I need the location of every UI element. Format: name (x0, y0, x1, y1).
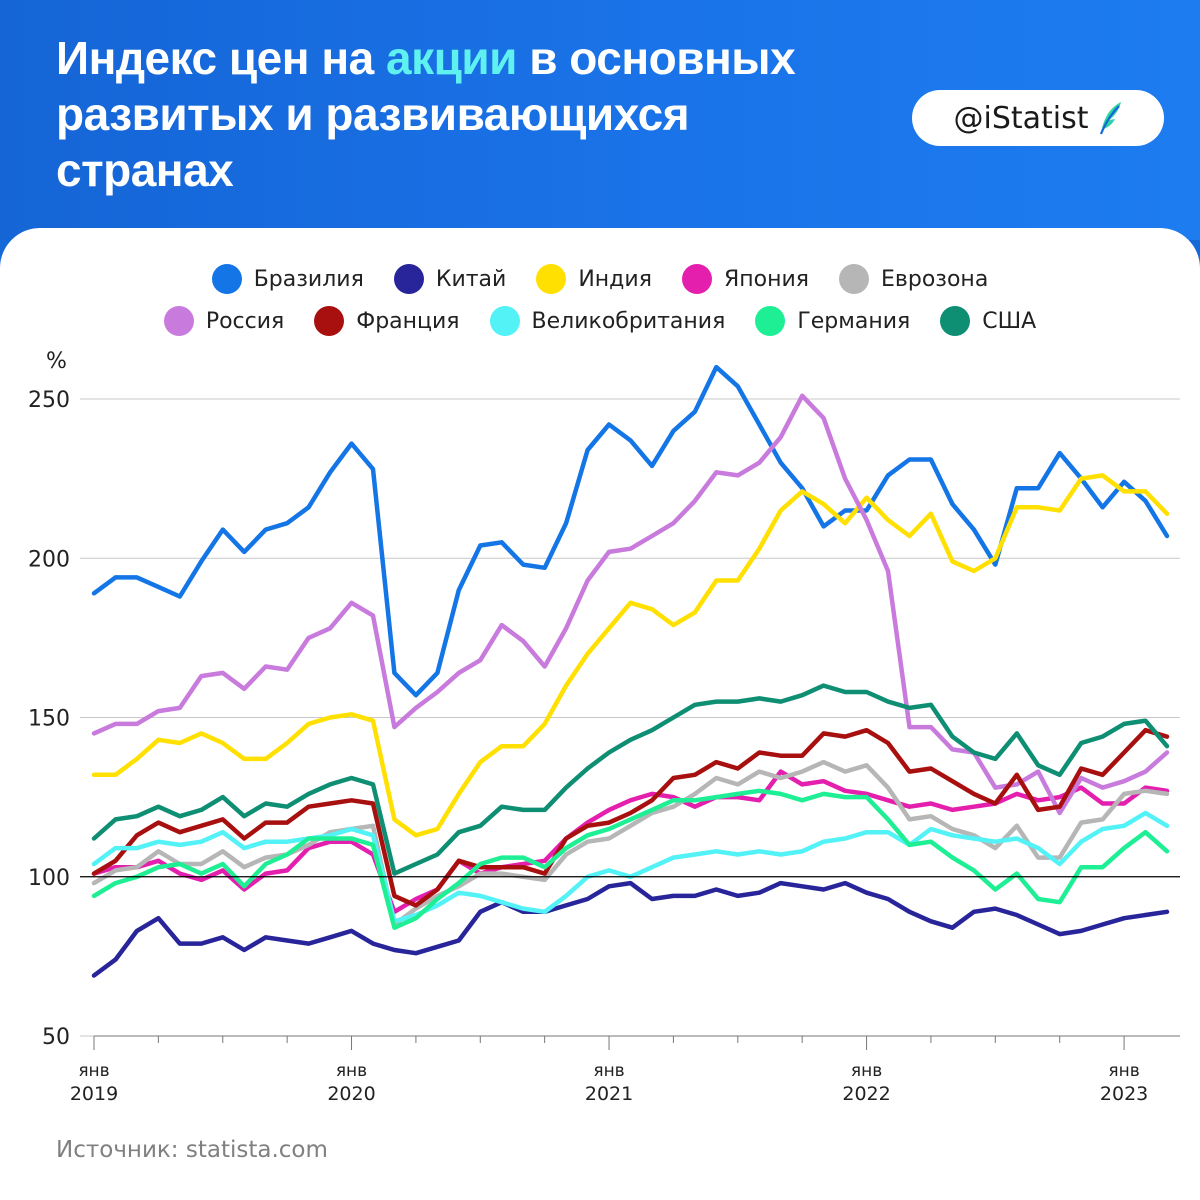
chart-card: Бразилия Китай Индия Япония Еврозона Россия Ф… (0, 228, 1200, 1200)
x-tick-year: 2023 (1100, 1083, 1148, 1105)
series-line (91, 880, 1170, 978)
y-tick-label: 250 (28, 388, 70, 413)
series-line (91, 364, 1170, 698)
brand-handle: @iStatist (953, 100, 1089, 136)
legend-item: Великобритания (489, 306, 726, 336)
series-line (91, 393, 1170, 816)
legend-dot (755, 306, 786, 336)
y-tick-label: 200 (28, 547, 70, 572)
x-tick-year: 2020 (327, 1083, 375, 1105)
legend-item: США (940, 306, 1036, 336)
legend-item: Бразилия (211, 264, 364, 294)
legend-dot (211, 264, 242, 294)
legend-row: Бразилия Китай Индия Япония Еврозона (0, 264, 1200, 294)
legend-label: Бразилия (253, 266, 364, 292)
legend-dot (940, 306, 971, 336)
legend-dot (838, 264, 869, 294)
legend-dot (536, 264, 567, 294)
x-tick-year: 2022 (842, 1083, 890, 1105)
legend-label: Великобритания (531, 308, 726, 334)
legend-item: Китай (393, 264, 507, 294)
x-tick-month: янв (1108, 1061, 1139, 1081)
series-line (91, 769, 1170, 915)
series-line (91, 727, 1170, 908)
legend-dot (681, 264, 712, 294)
legend-label: Китай (435, 266, 507, 292)
title-line-3: странах (56, 144, 234, 196)
legend-dot (163, 306, 194, 336)
legend-label: Япония (723, 266, 809, 292)
legend-dot (393, 264, 424, 294)
legend-item: Еврозона (838, 264, 989, 294)
y-tick-label: 100 (28, 866, 70, 891)
legend-label: Германия (797, 308, 911, 334)
legend-label: Индия (578, 266, 652, 292)
legend-item: Япония (681, 264, 809, 294)
y-tick-label: 150 (28, 707, 70, 732)
legend-item: Индия (536, 264, 652, 294)
title-line-1: Индекс цен на акции в основных (56, 30, 936, 86)
legend-label: Еврозона (880, 266, 989, 292)
legend-dot (489, 306, 520, 336)
y-axis-unit: % (46, 349, 67, 374)
legend-label: США (982, 308, 1037, 334)
title-accent-word: акции (385, 32, 517, 84)
feather-logo-icon (1099, 102, 1121, 135)
page-title: Индекс цен на акции в основных развитых … (56, 30, 936, 198)
x-tick-year: 2019 (70, 1083, 118, 1105)
header: Индекс цен на акции в основных развитых … (0, 0, 1200, 240)
brand-badge[interactable]: @iStatist (912, 90, 1164, 146)
x-tick-month: янв (593, 1061, 624, 1081)
x-tick-month: янв (336, 1061, 367, 1081)
legend-label: Франция (356, 308, 460, 334)
legend-item: Франция (314, 306, 460, 336)
title-text: Индекс цен на (56, 32, 386, 84)
series-line (91, 473, 1170, 838)
y-tick-label: 50 (42, 1025, 70, 1050)
title-line-2: развитых и развивающихся (56, 88, 690, 140)
x-tick-month: янв (851, 1061, 882, 1081)
series-line (91, 759, 1170, 927)
legend-row: Россия Франция Великобритания Германия США (0, 306, 1200, 336)
x-tick-year: 2021 (585, 1083, 633, 1105)
legend-item: Россия (163, 306, 285, 336)
series-line (91, 683, 1170, 876)
x-tick-month: янв (78, 1061, 109, 1081)
legend-dot (314, 306, 345, 336)
legend-label: Россия (205, 308, 285, 334)
source-note: Источник: statista.com (56, 1137, 328, 1163)
title-text: в основных (516, 32, 796, 84)
legend-item: Германия (755, 306, 910, 336)
series-line (91, 788, 1170, 930)
